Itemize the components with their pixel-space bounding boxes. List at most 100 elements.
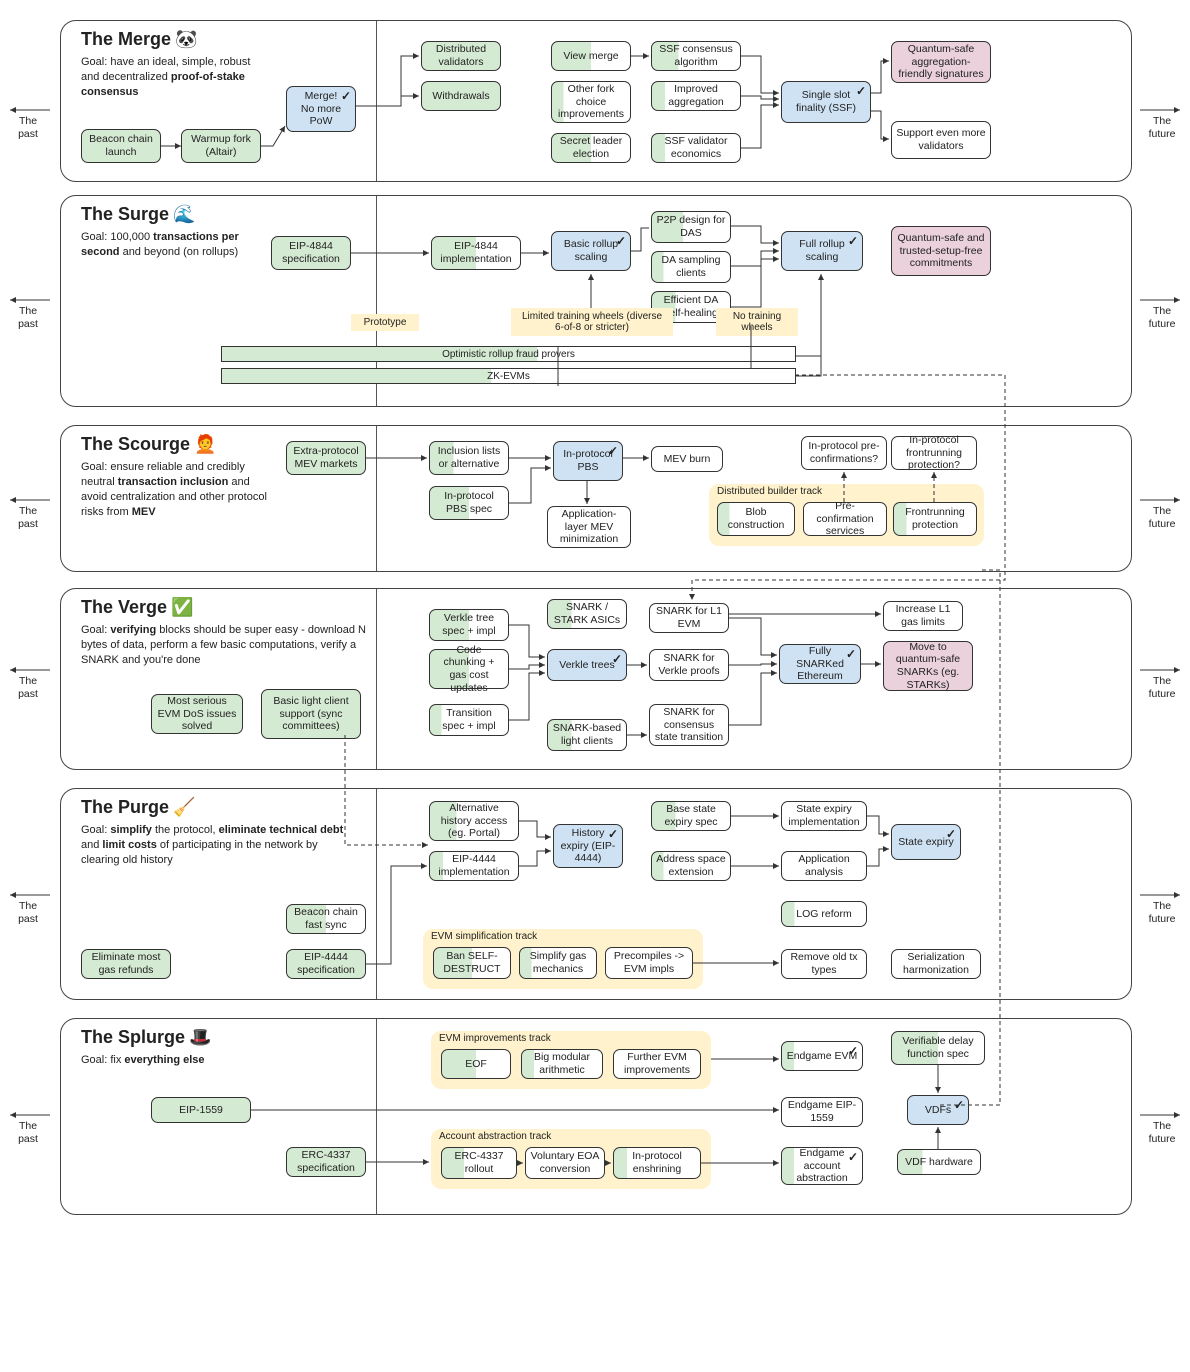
section-merge: The Merge🐼 Goal: have an ideal, simple, … [60, 20, 1132, 182]
box-qsnark: Move to quantum-safe SNARKs (eg. STARKs) [883, 641, 973, 691]
goal-surge: Goal: 100,000 transactions per second an… [81, 230, 261, 260]
box-banself: Ban SELF-DESTRUCT [433, 947, 511, 979]
box-p2pdas: P2P design for DAS [651, 211, 731, 243]
box-precomp: Precompiles -> EVM impls [605, 947, 693, 979]
box-snarkl1: SNARK for L1 EVM [649, 603, 729, 633]
bar-zkevm: ZK-EVMs [221, 368, 796, 384]
box-inclist: Inclusion lists or alternative [429, 441, 509, 475]
box-ssfcons: SSF consensus algorithm [651, 41, 741, 71]
box-lightclient: Basic light client support (sync committ… [261, 689, 361, 739]
box-pbs: In-protocol PBS✓ [553, 441, 623, 481]
box-enshrine: In-protocol enshrining [613, 1147, 701, 1179]
title-merge: The Merge🐼 [81, 29, 197, 50]
box-gaslimits: Increase L1 gas limits [883, 601, 963, 631]
section-surge: The Surge🌊 Goal: 100,000 transactions pe… [60, 195, 1132, 407]
box-mevburn: MEV burn [651, 446, 723, 472]
box-eoa: Voluntary EOA conversion [525, 1147, 605, 1179]
box-althist: Alternative history access (eg. Portal) [429, 801, 519, 841]
box-impagg: Improved aggregation [651, 81, 741, 111]
box-endaa: Endgame account abstraction✓ [781, 1147, 863, 1185]
future-label: The future [1142, 675, 1182, 700]
box-logreform: LOG reform [781, 901, 867, 927]
divider [376, 1019, 377, 1214]
box-vdfhw: VDF hardware [897, 1149, 981, 1175]
box-furtherevm: Further EVM improvements [613, 1049, 701, 1079]
section-verge: The Verge✅ Goal: verifying blocks should… [60, 588, 1132, 770]
title-scourge: The Scourge🧑‍🦰 [81, 434, 216, 455]
section-purge: The Purge🧹 Goal: simplify the protocol, … [60, 788, 1132, 1000]
future-label: The future [1142, 305, 1182, 330]
past-label: The past [8, 305, 48, 330]
divider [376, 589, 377, 769]
box-ssfval: SSF validator economics [651, 133, 741, 163]
box-fullroll: Full rollup scaling✓ [781, 231, 863, 271]
box-endevm: Endgame EVM✓ [781, 1041, 863, 1071]
box-verklespec: Verkle tree spec + impl [429, 609, 509, 641]
divider [376, 789, 377, 999]
title-surge: The Surge🌊 [81, 204, 195, 225]
tag-notrain: No training wheels [716, 308, 798, 336]
goal-purge: Goal: simplify the protocol, eliminate t… [81, 823, 351, 868]
box-basicroll: Basic rollup scaling✓ [551, 231, 631, 271]
title-verge: The Verge✅ [81, 597, 193, 618]
box-eip4844spec: EIP-4844 specification [271, 236, 351, 270]
box-end1559: Endgame EIP-1559 [781, 1097, 863, 1127]
box-transpec: Transition spec + impl [429, 704, 509, 736]
past-label: The past [8, 505, 48, 530]
box-histexp: History expiry (EIP-4444)✓ [553, 824, 623, 868]
box-appanalysis: Application analysis [781, 851, 867, 881]
box-viewmerge: View merge [551, 41, 631, 71]
divider [376, 426, 377, 571]
divider [376, 21, 377, 181]
future-label: The future [1142, 505, 1182, 530]
box-snarklight: SNARK-based light clients [547, 719, 627, 751]
box-vdfspec: Verifiable delay function spec [891, 1031, 985, 1065]
box-dasamp: DA sampling clients [651, 251, 731, 283]
box-addrext: Address space extension [651, 851, 731, 881]
tag-proto: Prototype [351, 314, 419, 331]
box-stateimpl: State expiry implementation [781, 801, 867, 831]
box-basestate: Base state expiry spec [651, 801, 731, 831]
box-erc4337roll: ERC-4337 rollout [441, 1147, 517, 1179]
box-vdfs: VDFs✓ [907, 1095, 969, 1125]
goal-verge: Goal: verifying blocks should be super e… [81, 623, 366, 668]
box-merge: Merge!No more PoW✓ [286, 86, 356, 132]
box-forkchoice: Other fork choice improvements [551, 81, 631, 123]
past-label: The past [8, 1120, 48, 1145]
box-eip1559: EIP-1559 [151, 1097, 251, 1123]
box-serharm: Serialization harmonization [891, 949, 981, 979]
box-verkle: Verkle trees✓ [547, 649, 627, 681]
box-withdraw: Withdrawals [421, 81, 501, 111]
box-pbsspec: In-protocol PBS spec [429, 486, 509, 520]
box-beacon: Beacon chain launch [81, 129, 161, 163]
box-eof: EOF [441, 1049, 511, 1079]
past-label: The past [8, 675, 48, 700]
box-erc4337spec: ERC-4337 specification [286, 1147, 366, 1177]
bar-optimistic: Optimistic rollup fraud provers [221, 346, 796, 362]
box-bigmod: Big modular arithmetic [521, 1049, 603, 1079]
box-dos: Most serious EVM DoS issues solved [151, 694, 243, 734]
box-eip4444impl: EIP-4444 implementation [429, 851, 519, 881]
section-scourge: The Scourge🧑‍🦰 Goal: ensure reliable and… [60, 425, 1132, 572]
box-eip4444spec: EIP-4444 specification [286, 949, 366, 979]
box-moreval: Support even more validators [891, 121, 991, 159]
box-frontq: In-protocol frontrunning protection? [891, 436, 977, 470]
box-asics: SNARK / STARK ASICs [547, 599, 627, 629]
goal-splurge: Goal: fix everything else [81, 1053, 281, 1068]
box-distval: Distributed validators [421, 41, 501, 71]
future-label: The future [1142, 115, 1182, 140]
box-blobcon: Blob construction [717, 502, 795, 536]
goal-merge: Goal: have an ideal, simple, robust and … [81, 55, 261, 100]
box-eip4844impl: EIP-4844 implementation [431, 236, 521, 270]
future-label: The future [1142, 900, 1182, 925]
box-frontprot: Frontrunning protection [893, 502, 977, 536]
box-gasrefund: Eliminate most gas refunds [81, 949, 171, 979]
goal-scourge: Goal: ensure reliable and credibly neutr… [81, 460, 271, 519]
box-beaconfast: Beacon chain fast sync [286, 904, 366, 934]
box-codechunk: Code chunking + gas cost updates [429, 649, 509, 689]
box-warmup: Warmup fork (Altair) [181, 129, 261, 163]
box-preconfsvc: Pre-confirmation services [803, 502, 887, 536]
box-secretleader: Secret leader election [551, 133, 631, 163]
box-simplifygas: Simplify gas mechanics [519, 947, 597, 979]
box-qcommit: Quantum-safe and trusted-setup-free comm… [891, 226, 991, 276]
